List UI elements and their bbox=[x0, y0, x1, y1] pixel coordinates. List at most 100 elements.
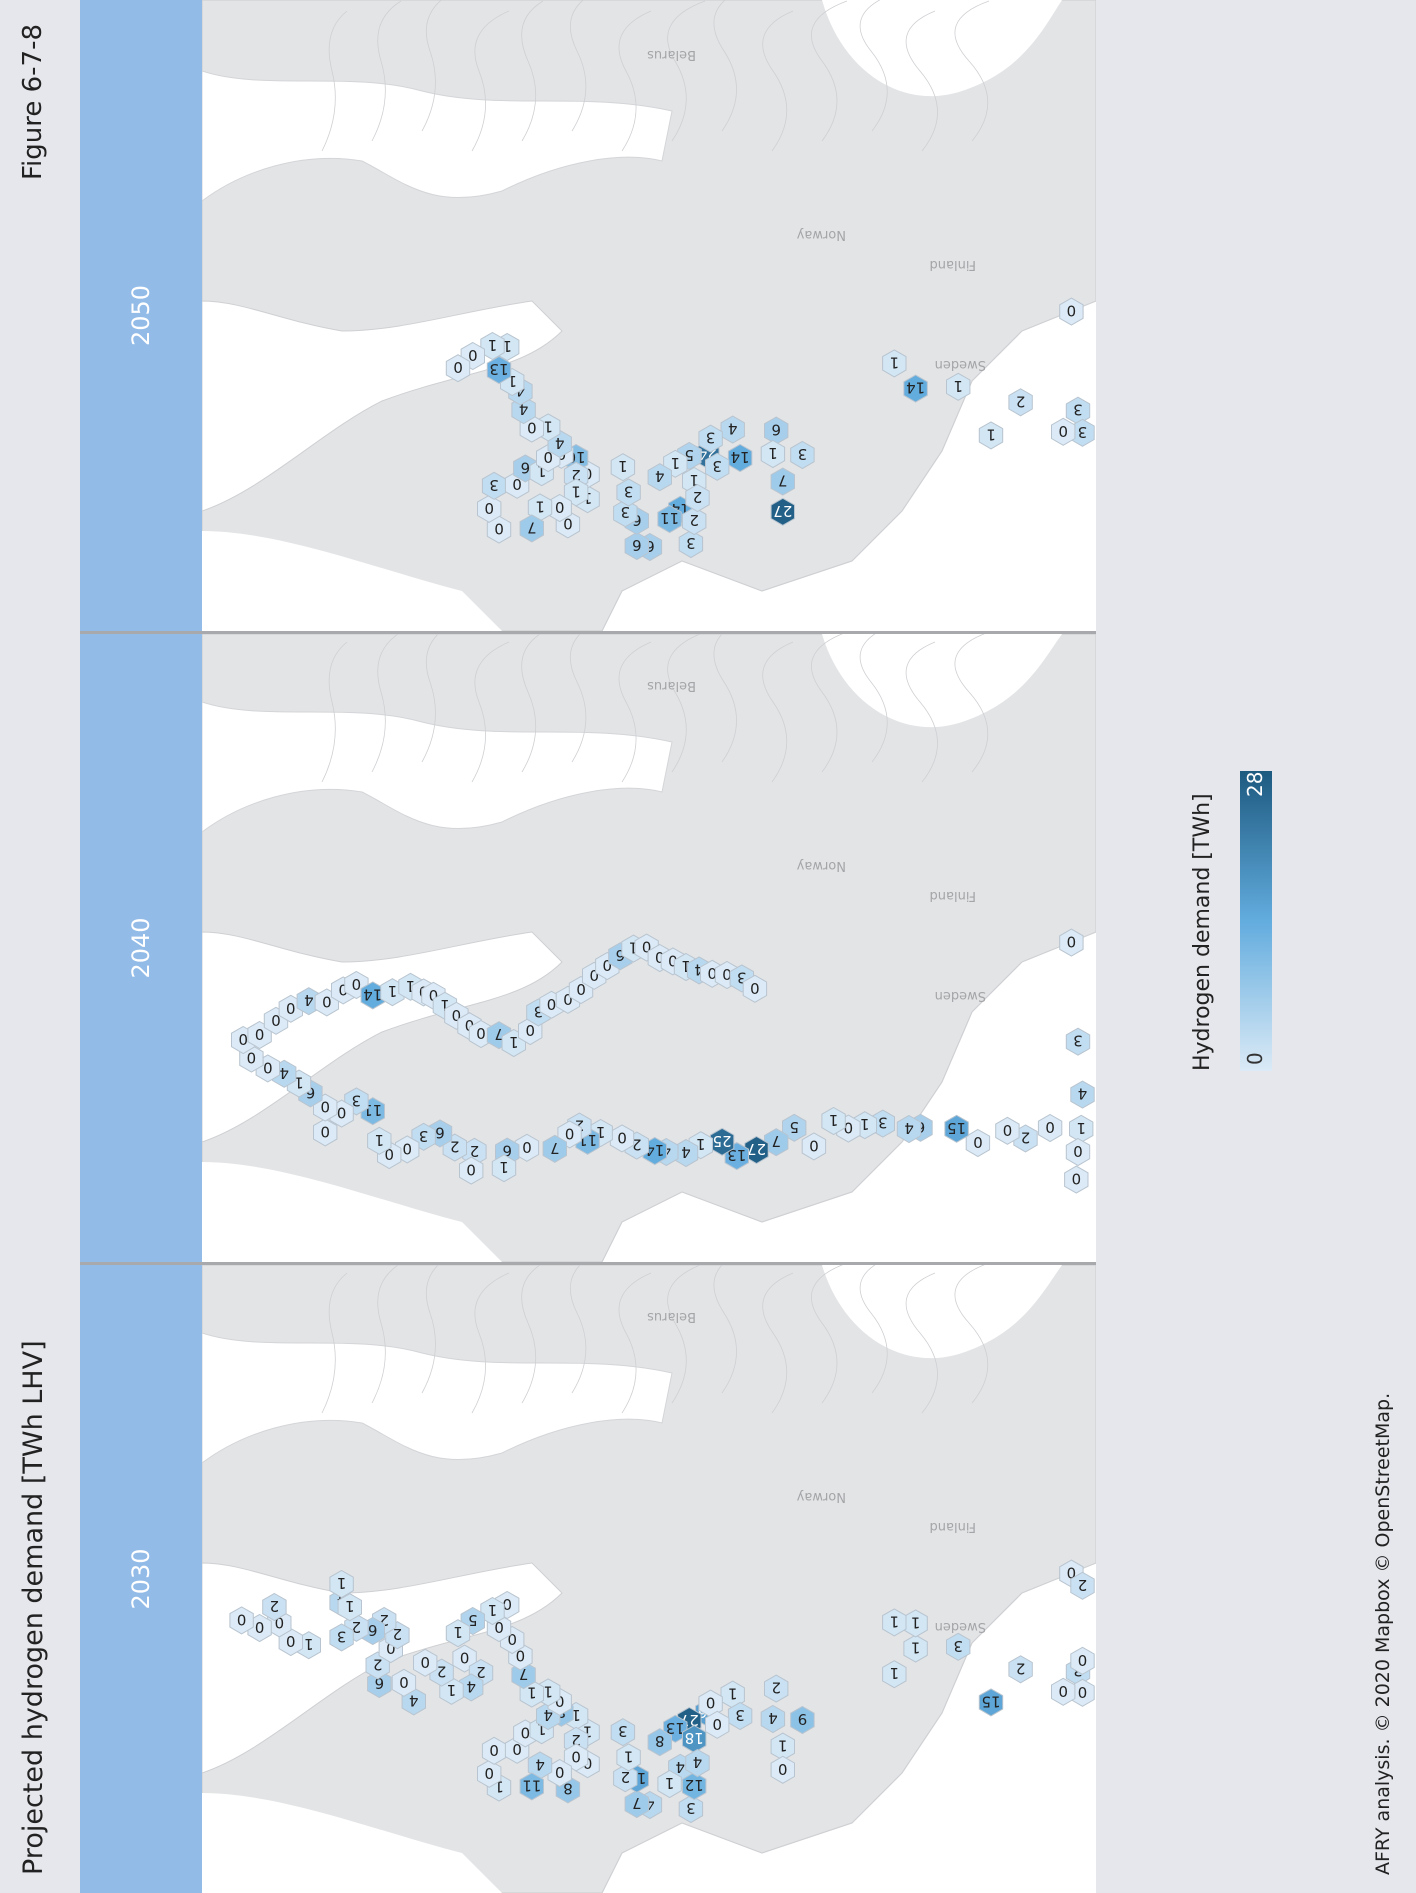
hex-cell[interactable]: 1 bbox=[367, 1126, 392, 1155]
hex-cell[interactable]: 0 bbox=[742, 974, 768, 1003]
hex-cell[interactable]: 7 bbox=[624, 1789, 649, 1819]
hex-cell[interactable]: 0 bbox=[477, 494, 502, 523]
hex-cell[interactable]: 0 bbox=[229, 1606, 254, 1635]
hex-cell[interactable]: 4 bbox=[685, 1748, 710, 1778]
hex-cell[interactable]: 2 bbox=[262, 1592, 287, 1622]
hex-cell[interactable]: 1 bbox=[491, 1154, 517, 1183]
hex-cell[interactable]: 3 bbox=[790, 440, 815, 470]
hex-cell[interactable]: 27 bbox=[744, 1135, 769, 1165]
hex-cell[interactable]: 1 bbox=[760, 439, 786, 469]
hex-cell[interactable]: 0 bbox=[1037, 1113, 1063, 1143]
hex-cell[interactable]: 1 bbox=[616, 1743, 641, 1772]
hex-cell[interactable]: 3 bbox=[705, 452, 730, 481]
hex-cell[interactable]: 1 bbox=[978, 421, 1004, 450]
hex-cell[interactable]: 3 bbox=[329, 1623, 354, 1652]
hex-cell[interactable]: 27 bbox=[770, 497, 795, 526]
hex-cell[interactable]: 14 bbox=[360, 981, 385, 1010]
hex-cell[interactable]: 0 bbox=[445, 354, 471, 383]
hex-cell[interactable]: 14 bbox=[903, 374, 928, 403]
hex-cell[interactable]: 6 bbox=[367, 1669, 392, 1699]
hex-cell[interactable]: 4 bbox=[647, 463, 672, 492]
hex-cell[interactable]: 0 bbox=[1051, 417, 1076, 446]
hex-cell[interactable]: 14 bbox=[727, 443, 753, 473]
hex-cell[interactable]: 15 bbox=[944, 1114, 969, 1143]
hex-cell[interactable]: 3 bbox=[698, 424, 723, 453]
hex-cell[interactable]: 1 bbox=[882, 349, 907, 378]
hex-cell[interactable]: 4 bbox=[459, 1673, 484, 1702]
hex-cell[interactable]: 12 bbox=[682, 1771, 707, 1801]
hex-cell[interactable]: 0 bbox=[1064, 1165, 1089, 1194]
map-2040[interactable]: NorwaySwedenFinlandBelarusUkraineFranceS… bbox=[202, 634, 1096, 1262]
hex-cell[interactable]: 9 bbox=[790, 1705, 815, 1735]
hex-cell[interactable]: 11 bbox=[519, 1772, 544, 1801]
hex-cell[interactable]: 3 bbox=[610, 1718, 636, 1747]
legend-color-bar bbox=[1240, 771, 1272, 1071]
hex-cell[interactable]: 1 bbox=[903, 1634, 928, 1663]
hex-cell[interactable]: 0 bbox=[514, 1133, 540, 1162]
map-label: Finland bbox=[930, 257, 976, 272]
hex-cell[interactable]: 1 bbox=[882, 1608, 907, 1637]
hex-cell[interactable]: 2 bbox=[764, 1674, 789, 1703]
hex-cell[interactable]: 0 bbox=[1070, 1646, 1095, 1675]
hex-cell[interactable]: 2 bbox=[1070, 1571, 1095, 1600]
hex-cell[interactable]: 3 bbox=[1065, 1027, 1091, 1056]
hex-cell[interactable]: 0 bbox=[1059, 297, 1084, 326]
hex-cell[interactable]: 0 bbox=[563, 1743, 589, 1772]
hex-cell[interactable]: 7 bbox=[770, 467, 795, 496]
hex-cell[interactable]: 1 bbox=[480, 1596, 505, 1626]
hex-cell[interactable]: 4 bbox=[760, 1704, 786, 1734]
hex-cell[interactable]: 1 bbox=[445, 1619, 471, 1648]
hex-cell[interactable]: 4 bbox=[896, 1114, 922, 1144]
hex-cell[interactable]: 0 bbox=[313, 1118, 338, 1147]
hex-cell[interactable]: 0 bbox=[1065, 1137, 1091, 1167]
hex-cell[interactable]: 0 bbox=[801, 1132, 827, 1161]
hex-cell[interactable]: 4 bbox=[1070, 1080, 1095, 1109]
hex-cell[interactable]: 7 bbox=[519, 514, 544, 543]
hex-cell[interactable]: 2 bbox=[685, 483, 710, 513]
hex-cell[interactable]: 6 bbox=[624, 531, 649, 561]
hex-cell[interactable]: 1 bbox=[610, 453, 636, 482]
hex-cell[interactable]: 0 bbox=[413, 1648, 438, 1677]
hex-cell[interactable]: 3 bbox=[727, 1701, 753, 1731]
hex-cell[interactable]: 13 bbox=[486, 355, 512, 385]
hex-cell[interactable]: 0 bbox=[770, 1755, 795, 1784]
hex-cell[interactable]: 1 bbox=[563, 478, 589, 507]
hex-cell[interactable]: 2 bbox=[1008, 1655, 1033, 1684]
hex-cell[interactable]: 1 bbox=[337, 1593, 362, 1622]
hex-cell[interactable]: 3 bbox=[678, 529, 704, 559]
hex-cell[interactable]: 7 bbox=[764, 1128, 789, 1157]
hex-cell[interactable]: 0 bbox=[459, 1156, 484, 1185]
hex-cell[interactable]: 1 bbox=[882, 1660, 907, 1689]
map-2050[interactable]: NorwaySwedenFinlandBelarusUkraineFranceS… bbox=[202, 0, 1096, 631]
hex-cell[interactable]: 0 bbox=[1051, 1677, 1076, 1706]
hex-cell[interactable]: 0 bbox=[477, 1759, 502, 1788]
hex-cell[interactable]: 8 bbox=[647, 1728, 672, 1757]
hex-cell[interactable]: 3 bbox=[613, 499, 638, 528]
hex-cell-value: 2 bbox=[632, 1136, 642, 1154]
hex-cell[interactable]: 4 bbox=[720, 415, 745, 444]
hex-cell-value: 0 bbox=[706, 1694, 716, 1712]
hex-cell[interactable]: 1 bbox=[946, 372, 971, 401]
hex-cell[interactable]: 2 bbox=[682, 506, 707, 536]
hex-cell[interactable]: 2 bbox=[1008, 388, 1033, 417]
hex-cell[interactable]: 11 bbox=[657, 504, 682, 534]
hex-cell[interactable]: 1 bbox=[329, 1569, 354, 1599]
hex-cell[interactable]: 0 bbox=[705, 1710, 730, 1739]
hex-cell[interactable]: 1 bbox=[821, 1106, 846, 1136]
hex-cell[interactable]: 3 bbox=[946, 1632, 971, 1661]
hex-cell[interactable]: 15 bbox=[978, 1688, 1004, 1717]
map-2030[interactable]: NorwaySwedenFinlandBelarusUkraineFranceS… bbox=[202, 1265, 1096, 1893]
hex-cell[interactable]: 0 bbox=[391, 1668, 417, 1697]
hex-cell-value: 0 bbox=[722, 965, 732, 983]
hex-cell[interactable]: 7 bbox=[542, 1134, 567, 1163]
hex-cell[interactable]: 0 bbox=[1059, 928, 1084, 957]
hex-cell[interactable]: 1 bbox=[657, 1769, 682, 1799]
hex-cell[interactable]: 3 bbox=[678, 1794, 704, 1824]
hex-cell[interactable]: 0 bbox=[995, 1116, 1020, 1145]
hex-cell[interactable]: 1 bbox=[480, 331, 505, 361]
hex-cell[interactable]: 25 bbox=[709, 1127, 735, 1156]
hex-cell[interactable]: 0 bbox=[486, 515, 512, 544]
hex-cell[interactable]: 2 bbox=[613, 1764, 638, 1793]
hex-cell[interactable]: 3 bbox=[616, 478, 641, 507]
hex-cell[interactable]: 5 bbox=[782, 1113, 807, 1142]
